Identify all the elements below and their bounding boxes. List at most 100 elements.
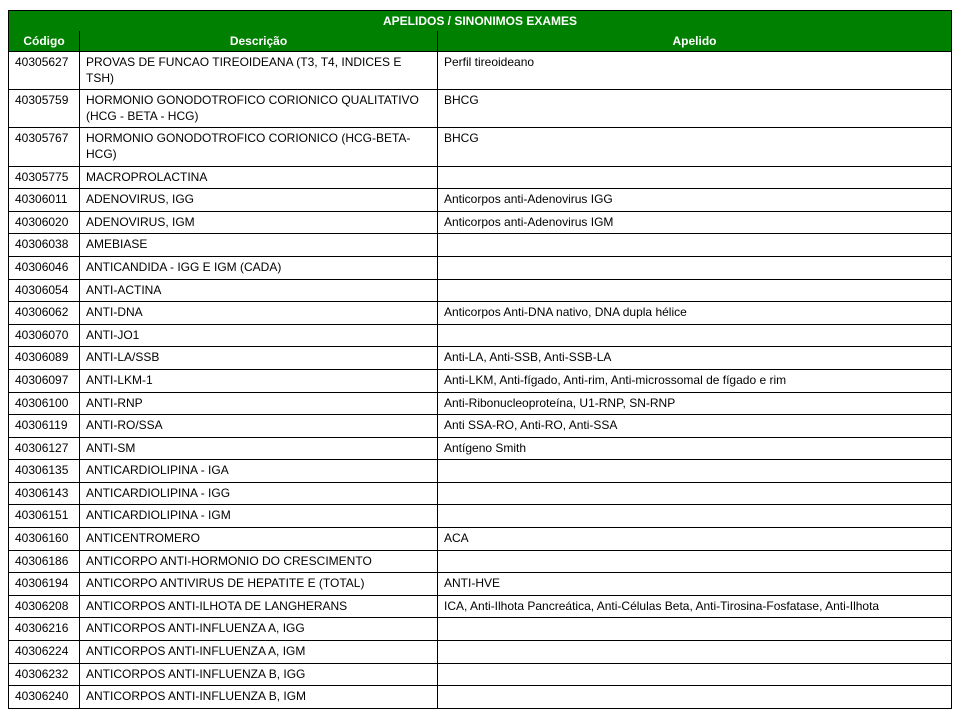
col-header-nick: Apelido	[438, 31, 952, 52]
cell-desc: ANTICORPOS ANTI-INFLUENZA A, IGG	[80, 618, 438, 641]
table-row: 40306062ANTI-DNAAnticorpos Anti-DNA nati…	[8, 302, 952, 325]
cell-desc: ANTI-ACTINA	[80, 280, 438, 303]
cell-desc: ANTICORPOS ANTI-INFLUENZA B, IGM	[80, 686, 438, 709]
cell-nick	[438, 505, 952, 528]
table-row: 40306208ANTICORPOS ANTI-ILHOTA DE LANGHE…	[8, 596, 952, 619]
cell-code: 40306151	[8, 505, 80, 528]
cell-nick	[438, 280, 952, 303]
cell-desc: ANTI-RNP	[80, 393, 438, 416]
cell-desc: ANTICORPOS ANTI-INFLUENZA B, IGG	[80, 664, 438, 687]
cell-code: 40306097	[8, 370, 80, 393]
cell-nick: Anti-Ribonucleoproteína, U1-RNP, SN-RNP	[438, 393, 952, 416]
cell-desc: PROVAS DE FUNCAO TIREOIDEANA (T3, T4, IN…	[80, 52, 438, 90]
cell-desc: HORMONIO GONODOTROFICO CORIONICO (HCG-BE…	[80, 128, 438, 166]
table-row: 40306143ANTICARDIOLIPINA - IGG	[8, 483, 952, 506]
table-row: 40306127ANTI-SMAntígeno Smith	[8, 438, 952, 461]
cell-code: 40306186	[8, 551, 80, 574]
table-row: 40305775MACROPROLACTINA	[8, 167, 952, 190]
cell-nick: Antígeno Smith	[438, 438, 952, 461]
cell-nick: Anti-LA, Anti-SSB, Anti-SSB-LA	[438, 347, 952, 370]
table-row: 40306135ANTICARDIOLIPINA - IGA	[8, 460, 952, 483]
table-row: 40305767HORMONIO GONODOTROFICO CORIONICO…	[8, 128, 952, 166]
cell-code: 40306089	[8, 347, 80, 370]
cell-desc: ANTICORPOS ANTI-INFLUENZA A, IGM	[80, 641, 438, 664]
table-row: 40306100ANTI-RNPAnti-Ribonucleoproteína,…	[8, 393, 952, 416]
cell-desc: ANTI-RO/SSA	[80, 415, 438, 438]
cell-code: 40306232	[8, 664, 80, 687]
cell-nick	[438, 460, 952, 483]
table-row: 40306232ANTICORPOS ANTI-INFLUENZA B, IGG	[8, 664, 952, 687]
cell-code: 40306100	[8, 393, 80, 416]
cell-code: 40306208	[8, 596, 80, 619]
cell-desc: ANTI-JO1	[80, 325, 438, 348]
cell-desc: MACROPROLACTINA	[80, 167, 438, 190]
cell-desc: ANTICORPOS ANTI-ILHOTA DE LANGHERANS	[80, 596, 438, 619]
cell-code: 40306240	[8, 686, 80, 709]
table-row: 40306054ANTI-ACTINA	[8, 280, 952, 303]
cell-code: 40306070	[8, 325, 80, 348]
cell-desc: ANTI-SM	[80, 438, 438, 461]
cell-desc: ANTI-LA/SSB	[80, 347, 438, 370]
cell-nick	[438, 686, 952, 709]
cell-nick	[438, 325, 952, 348]
cell-desc: ANTICORPO ANTI-HORMONIO DO CRESCIMENTO	[80, 551, 438, 574]
cell-code: 40305775	[8, 167, 80, 190]
cell-desc: ANTI-DNA	[80, 302, 438, 325]
cell-code: 40305627	[8, 52, 80, 90]
cell-desc: AMEBIASE	[80, 234, 438, 257]
cell-nick: BHCG	[438, 128, 952, 166]
cell-nick: Perfil tireoideano	[438, 52, 952, 90]
table-row: 40306240ANTICORPOS ANTI-INFLUENZA B, IGM	[8, 686, 952, 709]
cell-desc: ANTICENTROMERO	[80, 528, 438, 551]
cell-nick: ICA, Anti-Ilhota Pancreática, Anti-Célul…	[438, 596, 952, 619]
cell-desc: ANTICARDIOLIPINA - IGG	[80, 483, 438, 506]
cell-code: 40306143	[8, 483, 80, 506]
table-row: 40306160ANTICENTROMEROACA	[8, 528, 952, 551]
cell-nick: Anticorpos anti-Adenovirus IGG	[438, 189, 952, 212]
table-row: 40306089ANTI-LA/SSBAnti-LA, Anti-SSB, An…	[8, 347, 952, 370]
table-row: 40305759HORMONIO GONODOTROFICO CORIONICO…	[8, 90, 952, 128]
cell-code: 40306011	[8, 189, 80, 212]
cell-code: 40306038	[8, 234, 80, 257]
cell-code: 40306224	[8, 641, 80, 664]
table-row: 40306011ADENOVIRUS, IGGAnticorpos anti-A…	[8, 189, 952, 212]
table-row: 40306151ANTICARDIOLIPINA - IGM	[8, 505, 952, 528]
cell-nick: Anticorpos anti-Adenovirus IGM	[438, 212, 952, 235]
cell-desc: ANTICARDIOLIPINA - IGM	[80, 505, 438, 528]
table-header: Código Descrição Apelido	[8, 31, 952, 52]
cell-desc: ADENOVIRUS, IGG	[80, 189, 438, 212]
cell-code: 40306054	[8, 280, 80, 303]
table-row: 40306186ANTICORPO ANTI-HORMONIO DO CRESC…	[8, 551, 952, 574]
cell-code: 40306119	[8, 415, 80, 438]
cell-nick: ACA	[438, 528, 952, 551]
table-row: 40306020ADENOVIRUS, IGMAnticorpos anti-A…	[8, 212, 952, 235]
cell-desc: ADENOVIRUS, IGM	[80, 212, 438, 235]
cell-code: 40306216	[8, 618, 80, 641]
cell-code: 40306127	[8, 438, 80, 461]
table-row: 40305627PROVAS DE FUNCAO TIREOIDEANA (T3…	[8, 52, 952, 90]
cell-desc: ANTICANDIDA - IGG E IGM (CADA)	[80, 257, 438, 280]
cell-code: 40306062	[8, 302, 80, 325]
table-row: 40306038AMEBIASE	[8, 234, 952, 257]
cell-nick	[438, 483, 952, 506]
cell-code: 40305767	[8, 128, 80, 166]
cell-nick: Anti-LKM, Anti-fígado, Anti-rim, Anti-mi…	[438, 370, 952, 393]
cell-code: 40306160	[8, 528, 80, 551]
cell-nick	[438, 664, 952, 687]
cell-nick: Anticorpos Anti-DNA nativo, DNA dupla hé…	[438, 302, 952, 325]
cell-nick	[438, 167, 952, 190]
cell-desc: ANTI-LKM-1	[80, 370, 438, 393]
cell-nick	[438, 641, 952, 664]
cell-desc: HORMONIO GONODOTROFICO CORIONICO QUALITA…	[80, 90, 438, 128]
exam-aliases-table: APELIDOS / SINONIMOS EXAMES Código Descr…	[8, 10, 952, 709]
cell-nick: Anti SSA-RO, Anti-RO, Anti-SSA	[438, 415, 952, 438]
cell-code: 40306020	[8, 212, 80, 235]
cell-code: 40305759	[8, 90, 80, 128]
col-header-code: Código	[8, 31, 80, 52]
cell-desc: ANTICARDIOLIPINA - IGA	[80, 460, 438, 483]
cell-code: 40306046	[8, 257, 80, 280]
col-header-desc: Descrição	[80, 31, 438, 52]
table-row: 40306216ANTICORPOS ANTI-INFLUENZA A, IGG	[8, 618, 952, 641]
cell-nick	[438, 234, 952, 257]
table-body: 40305627PROVAS DE FUNCAO TIREOIDEANA (T3…	[8, 52, 952, 709]
